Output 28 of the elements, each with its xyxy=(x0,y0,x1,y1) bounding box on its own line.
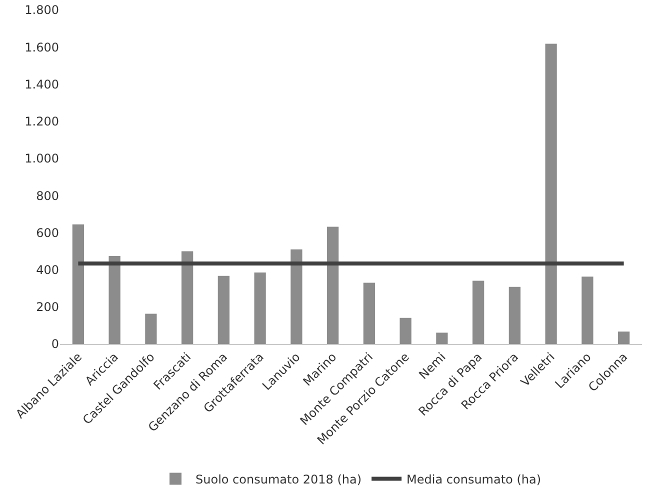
legend-label: Suolo consumato 2018 (ha) xyxy=(196,472,362,486)
y-tick-label: 1.400 xyxy=(24,77,59,92)
bar xyxy=(72,224,84,344)
bar xyxy=(363,282,376,344)
bar xyxy=(436,332,448,344)
bar xyxy=(254,272,266,344)
legend-label: Media consumato (ha) xyxy=(406,472,542,486)
bar xyxy=(326,226,339,344)
y-tick-label: 200 xyxy=(36,300,59,314)
y-tick-label: 0 xyxy=(51,337,59,352)
y-tick-label: 1.200 xyxy=(24,114,59,129)
bar xyxy=(545,44,557,344)
bar xyxy=(472,280,484,344)
y-tick-label: 400 xyxy=(36,262,59,277)
bar xyxy=(290,249,302,344)
bar xyxy=(508,286,521,344)
bar xyxy=(218,276,230,344)
y-tick-label: 800 xyxy=(36,188,59,203)
bar xyxy=(400,318,412,344)
y-tick-label: 1.000 xyxy=(24,152,59,166)
bar xyxy=(582,276,594,344)
bar xyxy=(618,332,630,344)
y-tick-label: 600 xyxy=(36,226,59,240)
bar xyxy=(108,256,120,344)
bar xyxy=(181,251,194,344)
y-tick-label: 1.800 xyxy=(24,3,59,18)
bar xyxy=(145,314,157,344)
y-tick-label: 1.600 xyxy=(24,40,59,54)
